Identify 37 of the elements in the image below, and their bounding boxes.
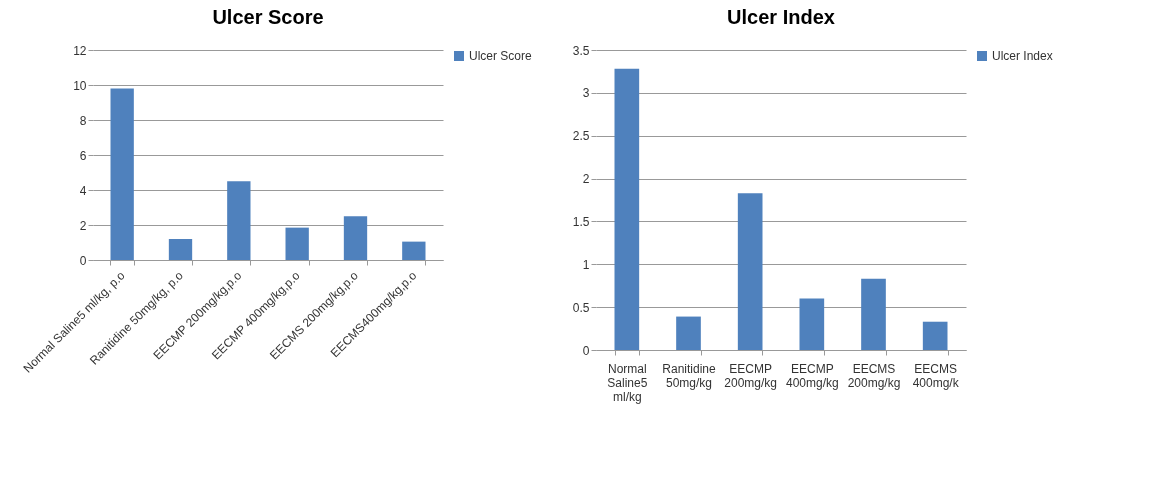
bar	[227, 181, 251, 260]
bar	[614, 68, 640, 350]
bar	[343, 216, 368, 260]
y-tick-label: 1.5	[572, 214, 590, 229]
bar	[737, 193, 763, 350]
y-tick-label: 0.5	[572, 300, 590, 315]
y-tick-label: 3.5	[572, 43, 590, 58]
chart-title: Ulcer Score	[212, 6, 324, 28]
y-tick-label: 0	[582, 343, 590, 358]
x-tick-label: EECMP 200mg/kg	[724, 361, 778, 390]
x-tick-label: EECMS 400mg/k	[912, 361, 960, 390]
bar	[922, 321, 948, 350]
y-tick-label: 8	[79, 113, 87, 128]
y-tick-label: 2	[582, 172, 590, 187]
bar	[799, 298, 825, 350]
x-tick-label: Ranitidine 50mg/kg	[662, 361, 717, 390]
bar	[861, 278, 886, 350]
bar	[402, 241, 426, 260]
bar	[110, 88, 134, 260]
x-tick-label: EECMP 400mg/kg	[785, 361, 839, 390]
y-tick-label: 2.5	[572, 129, 590, 144]
y-tick-label: 0	[79, 253, 87, 268]
y-tick-label: 1	[582, 257, 590, 272]
legend-label: Ulcer Score	[469, 49, 533, 63]
legend-label: Ulcer Index	[992, 49, 1053, 63]
y-tick-label: 10	[73, 78, 87, 93]
y-tick-label: 4	[79, 183, 87, 198]
bar	[168, 239, 193, 260]
x-tick-label: Normal Saline5 ml/kg	[607, 361, 648, 404]
chart-title: Ulcer Index	[727, 6, 835, 28]
y-tick-label: 2	[79, 218, 87, 233]
bar	[676, 316, 701, 350]
x-tick-label: EECMS 200mg/kg	[847, 361, 901, 390]
y-tick-label: 12	[73, 43, 87, 58]
y-tick-label: 3	[582, 86, 590, 101]
y-tick-label: 6	[79, 148, 87, 163]
bar	[285, 227, 309, 260]
